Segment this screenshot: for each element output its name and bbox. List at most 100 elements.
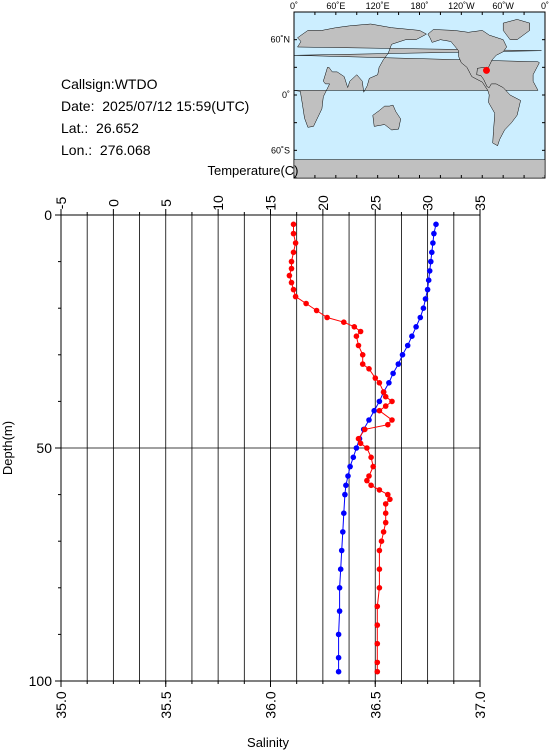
top-tick-label: 25 [367,195,383,211]
salinity-point [313,307,320,314]
temperature-point [341,510,347,516]
salinity-point [374,640,381,647]
temperature-series [335,221,439,675]
bottom-tick-label: 35.5 [158,691,174,718]
salinity-point [355,435,362,442]
salinity-point [324,314,330,321]
salinity-point [376,407,383,414]
salinity-point [341,319,347,326]
temperature-point [336,585,343,591]
station-info: Callsign:WTDO Date: 2025/07/12 15:59(UTC… [61,73,249,161]
lon-value: 276.068 [99,142,151,158]
temperature-point [345,473,351,479]
top-tick-label: 35 [472,195,488,211]
temperature-point [413,324,419,330]
temperature-point [336,608,343,614]
temperature-point [420,305,427,312]
top-tick-label: 15 [263,195,279,211]
bottom-axis-label: Salinity [247,735,289,750]
salinity-point [288,258,295,265]
temperature-point [335,668,342,675]
salinity-point [364,445,370,451]
salinity-series [286,221,395,675]
salinity-point [370,463,377,470]
date-value: 2025/07/12 15:59(UTC) [102,98,250,114]
temperature-point [335,631,342,638]
top-tick-label: 0 [105,199,121,207]
salinity-point [351,324,358,330]
salinity-point [290,286,297,293]
salinity-point [374,603,381,610]
chart-series [286,221,439,675]
salinity-point [382,403,389,409]
left-tick-label: 0 [44,207,52,223]
date-row: Date: 2025/07/12 15:59(UTC) [61,95,249,117]
chart-grid [60,215,481,681]
salinity-point [376,585,383,591]
temperature-point [347,463,353,470]
temperature-point [342,491,348,498]
salinity-point [355,342,362,349]
salinity-point [380,389,387,395]
temperature-point [417,314,424,321]
callsign-value: WTDO [114,76,158,92]
salinity-point [368,482,374,489]
salinity-point [376,566,383,572]
temperature-point [376,398,383,405]
salinity-point [382,510,389,516]
plot-frame [60,214,481,682]
temperature-point [422,296,429,302]
salinity-point [362,426,368,433]
bottom-tick-label: 37.0 [472,691,488,718]
salinity-point [357,328,364,335]
salinity-point [380,529,387,535]
salinity-point [376,380,383,386]
top-tick-label: -5 [53,197,69,210]
bottom-tick-label: 35.0 [53,691,69,718]
temperature-point [343,482,349,489]
bottom-tick-label: 36.0 [263,691,279,718]
salinity-point [290,230,297,237]
callsign-row: Callsign:WTDO [61,73,249,95]
salinity-point [376,487,383,493]
salinity-point [374,668,381,675]
salinity-point [288,265,295,272]
salinity-point [374,622,381,628]
temperature-point [353,445,360,451]
temperature-point [424,286,431,293]
lat-label: Lat.: [61,120,89,136]
date-label: Date: [61,98,95,114]
lon-row: Lon.: 276.068 [61,139,249,161]
salinity-point [292,293,299,300]
temperature-point [337,566,344,572]
y-axis-label: Depth(m) [0,421,15,475]
salinity-point [374,659,381,666]
temperature-point [430,240,436,246]
temperature-point [425,277,432,284]
left-tick-label: 100 [29,673,53,689]
temperature-point [431,230,437,237]
temperature-point [371,407,378,414]
salinity-point [353,333,360,340]
salinity-point [366,366,372,372]
salinity-point [382,501,389,507]
salinity-point [359,361,366,367]
salinity-point [303,300,309,307]
salinity-point [359,352,366,358]
callsign-label: Callsign: [61,76,115,92]
salinity-point [372,375,379,381]
salinity-point [288,279,295,286]
salinity-point [378,538,385,544]
salinity-point [368,454,374,461]
temperature-point [433,221,439,228]
salinity-point [389,417,395,423]
salinity-point [385,421,391,428]
salinity-point [290,249,297,256]
temperature-point [426,268,433,274]
temperature-point [386,380,392,386]
temperature-point [338,547,345,554]
temperature-point [399,352,406,358]
salinity-point [382,519,389,526]
